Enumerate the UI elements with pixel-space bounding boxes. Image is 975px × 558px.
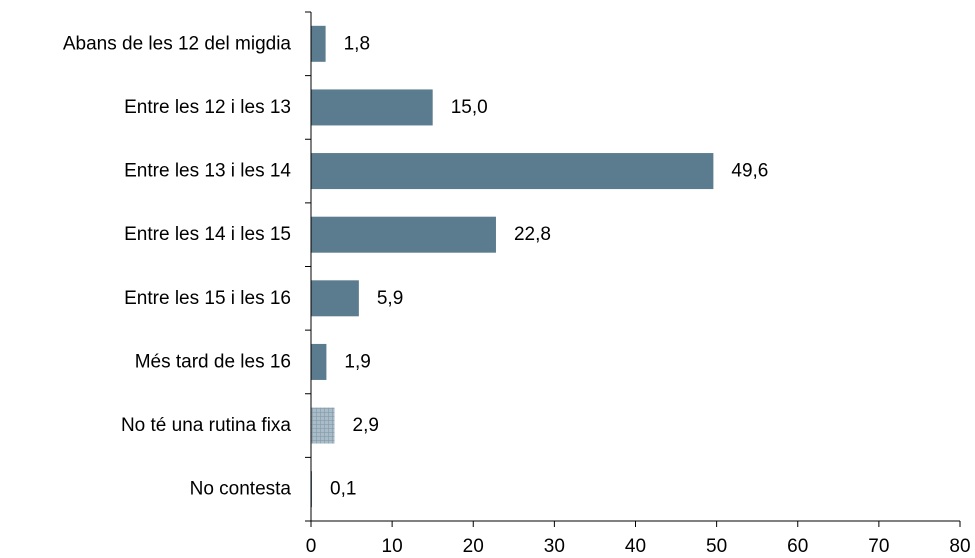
- data-label: 49,6: [731, 161, 768, 182]
- x-tick-label: 80: [949, 536, 970, 557]
- labels-layer: Abans de les 12 del migdia 1,8 Entre les 1…: [63, 33, 971, 557]
- bar-5: [311, 280, 359, 317]
- bar-1: [311, 25, 326, 62]
- data-label: 5,9: [377, 288, 403, 309]
- x-tick-label: 30: [544, 536, 565, 557]
- x-tick-label: 50: [706, 536, 727, 557]
- data-label: 1,9: [344, 351, 370, 372]
- category-label: Abans de les 12 del migdia: [63, 33, 292, 54]
- axes: [305, 11, 961, 527]
- bar-2: [311, 89, 433, 126]
- category-label: No contesta: [190, 479, 292, 500]
- x-tick-label: 70: [868, 536, 889, 557]
- bars-layer: [311, 25, 714, 508]
- x-tick-label: 40: [625, 536, 646, 557]
- category-label: Més tard de les 16: [135, 351, 291, 372]
- category-label: Entre les 13 i les 14: [124, 161, 291, 182]
- bar-4: [311, 216, 496, 253]
- category-label: Entre les 15 i les 16: [124, 288, 291, 309]
- category-label: No té una rutina fixa: [121, 415, 291, 436]
- category-label: Entre les 14 i les 15: [124, 224, 291, 245]
- bar-6: [311, 343, 327, 380]
- bar-3: [311, 153, 714, 190]
- data-label: 1,8: [344, 33, 370, 54]
- category-label: Entre les 12 i les 13: [124, 97, 291, 118]
- data-label: 0,1: [330, 479, 356, 500]
- x-tick-label: 20: [463, 536, 484, 557]
- data-label: 22,8: [514, 224, 551, 245]
- data-label: 15,0: [451, 97, 488, 118]
- x-tick-label: 10: [382, 536, 403, 557]
- data-label: 2,9: [353, 415, 379, 436]
- x-tick-label: 60: [787, 536, 808, 557]
- x-tick-label: 0: [306, 536, 317, 557]
- bar-7: [311, 407, 335, 444]
